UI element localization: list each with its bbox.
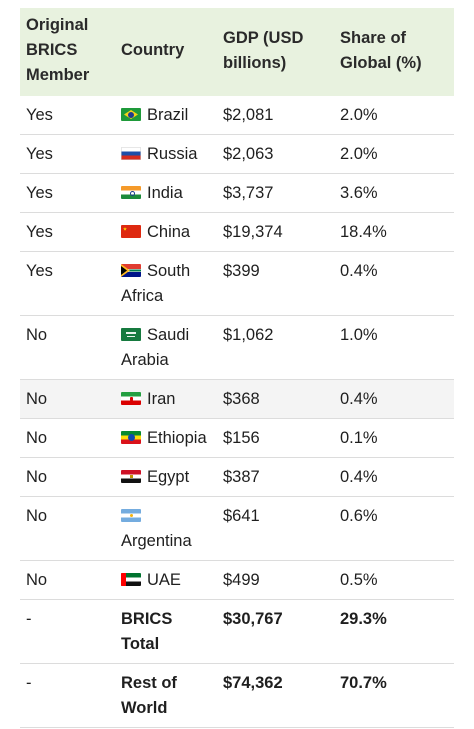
share-cell: 0.4% bbox=[334, 251, 454, 316]
country-cell: Argentina bbox=[115, 496, 217, 561]
member-cell: No bbox=[20, 379, 115, 419]
country-cell: UAE bbox=[115, 560, 217, 600]
table-row: Yes China $19,374 18.4% bbox=[20, 212, 454, 252]
share-cell: 0.4% bbox=[334, 457, 454, 497]
country-cell: China bbox=[115, 212, 217, 252]
header-country: Country bbox=[115, 8, 217, 96]
member-cell: No bbox=[20, 315, 115, 380]
egypt-flag-icon bbox=[121, 470, 141, 483]
gdp-cell: $30,767 bbox=[217, 599, 334, 664]
gdp-cell: $368 bbox=[217, 379, 334, 419]
gdp-cell: $399 bbox=[217, 251, 334, 316]
header-row: Original BRICS Member Country GDP (USD b… bbox=[20, 8, 454, 96]
total-row: - Rest of World $74,362 70.7% bbox=[20, 663, 454, 728]
india-flag-icon bbox=[121, 186, 141, 199]
member-cell: No bbox=[20, 457, 115, 497]
country-name: Iran bbox=[147, 390, 176, 408]
ethiopia-flag-icon bbox=[121, 431, 141, 444]
member-cell: No bbox=[20, 560, 115, 600]
share-cell: 2.0% bbox=[334, 96, 454, 135]
header-gdp: GDP (USD billions) bbox=[217, 8, 334, 96]
share-cell: 1.0% bbox=[334, 315, 454, 380]
table-row: No Iran $368 0.4% bbox=[20, 379, 454, 419]
gdp-cell: $2,081 bbox=[217, 96, 334, 135]
table-row: Yes South Africa $399 0.4% bbox=[20, 251, 454, 316]
total-row: - BRICS Total $30,767 29.3% bbox=[20, 599, 454, 664]
member-cell: No bbox=[20, 418, 115, 458]
brazil-flag-icon bbox=[121, 108, 141, 121]
member-cell: Yes bbox=[20, 212, 115, 252]
header-share: Share of Global (%) bbox=[334, 8, 454, 96]
country-name: Ethiopia bbox=[147, 429, 207, 447]
country-cell: South Africa bbox=[115, 251, 217, 316]
gdp-cell: $156 bbox=[217, 418, 334, 458]
share-cell: 0.4% bbox=[334, 379, 454, 419]
share-cell: 70.7% bbox=[334, 663, 454, 728]
table-row: No UAE $499 0.5% bbox=[20, 560, 454, 600]
country-name: China bbox=[147, 223, 191, 241]
gdp-cell: $387 bbox=[217, 457, 334, 497]
brics-gdp-table: Original BRICS Member Country GDP (USD b… bbox=[20, 8, 454, 728]
gdp-cell: $19,374 bbox=[217, 212, 334, 252]
member-cell: - bbox=[20, 599, 115, 664]
member-cell: Yes bbox=[20, 173, 115, 213]
country-name: Argentina bbox=[121, 532, 192, 550]
country-cell: Rest of World bbox=[115, 663, 217, 728]
south-africa-flag-icon bbox=[121, 264, 141, 277]
gdp-cell: $499 bbox=[217, 560, 334, 600]
gdp-cell: $2,063 bbox=[217, 134, 334, 174]
country-cell: Ethiopia bbox=[115, 418, 217, 458]
iran-flag-icon bbox=[121, 392, 141, 405]
member-cell: - bbox=[20, 663, 115, 728]
table-row: Yes India $3,737 3.6% bbox=[20, 173, 454, 213]
gdp-cell: $3,737 bbox=[217, 173, 334, 213]
country-name: Saudi Arabia bbox=[121, 326, 190, 369]
country-name: India bbox=[147, 184, 183, 202]
table-row: Yes Russia $2,063 2.0% bbox=[20, 134, 454, 174]
country-name: Egypt bbox=[147, 468, 190, 486]
uae-flag-icon bbox=[121, 573, 141, 586]
gdp-cell: $74,362 bbox=[217, 663, 334, 728]
gdp-cell: $1,062 bbox=[217, 315, 334, 380]
country-name: Russia bbox=[147, 145, 198, 163]
russia-flag-icon bbox=[121, 147, 141, 160]
member-cell: Yes bbox=[20, 251, 115, 316]
country-cell: Saudi Arabia bbox=[115, 315, 217, 380]
table-header: Original BRICS Member Country GDP (USD b… bbox=[20, 8, 454, 96]
table-row: No Ethiopia $156 0.1% bbox=[20, 418, 454, 458]
share-cell: 29.3% bbox=[334, 599, 454, 664]
saudi-arabia-flag-icon bbox=[121, 328, 141, 341]
member-cell: No bbox=[20, 496, 115, 561]
share-cell: 0.1% bbox=[334, 418, 454, 458]
header-original-member: Original BRICS Member bbox=[20, 8, 115, 96]
country-cell: Iran bbox=[115, 379, 217, 419]
china-flag-icon bbox=[121, 225, 141, 238]
member-cell: Yes bbox=[20, 134, 115, 174]
country-cell: Egypt bbox=[115, 457, 217, 497]
country-name: Brazil bbox=[147, 106, 189, 124]
member-cell: Yes bbox=[20, 96, 115, 135]
country-cell: Russia bbox=[115, 134, 217, 174]
share-cell: 3.6% bbox=[334, 173, 454, 213]
table-row: Yes Brazil $2,081 2.0% bbox=[20, 96, 454, 135]
share-cell: 0.5% bbox=[334, 560, 454, 600]
gdp-cell: $641 bbox=[217, 496, 334, 561]
table-row: No Egypt $387 0.4% bbox=[20, 457, 454, 497]
country-name: South Africa bbox=[121, 262, 191, 305]
country-cell: India bbox=[115, 173, 217, 213]
share-cell: 0.6% bbox=[334, 496, 454, 561]
share-cell: 18.4% bbox=[334, 212, 454, 252]
country-cell: BRICS Total bbox=[115, 599, 217, 664]
share-cell: 2.0% bbox=[334, 134, 454, 174]
table-row: No Argentina $641 0.6% bbox=[20, 496, 454, 561]
country-name: UAE bbox=[147, 571, 181, 589]
argentina-flag-icon bbox=[121, 509, 141, 522]
table-row: No Saudi Arabia $1,062 1.0% bbox=[20, 315, 454, 380]
table-body: Yes Brazil $2,081 2.0% Yes Russia $2,063… bbox=[20, 96, 454, 728]
country-cell: Brazil bbox=[115, 96, 217, 135]
